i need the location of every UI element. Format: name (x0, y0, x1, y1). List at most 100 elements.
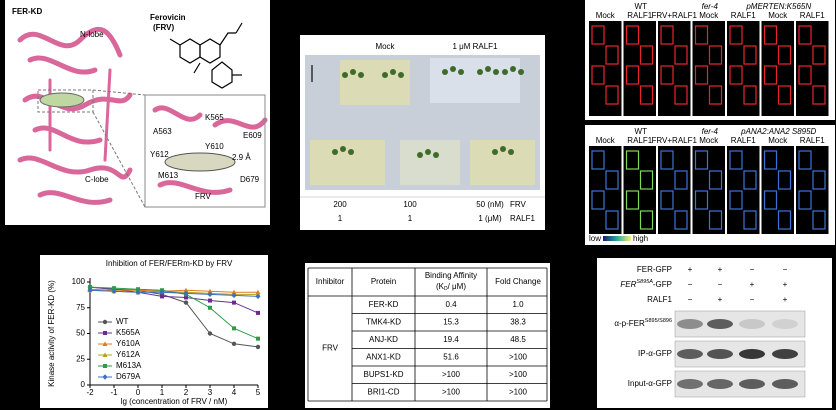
residue-label: D679 (240, 175, 260, 184)
panel-chart (40, 255, 268, 408)
band (677, 349, 703, 359)
marker (102, 319, 108, 325)
table-cell: >100 (509, 387, 528, 396)
marker (103, 364, 107, 368)
marker (208, 305, 212, 310)
table-header-unit: (KD/ μM) (436, 282, 466, 292)
seedling (502, 69, 508, 75)
cell-outline (674, 45, 688, 65)
residue-label: K565 (205, 113, 224, 122)
table-cell: 15.3 (443, 317, 459, 326)
band (772, 319, 798, 329)
cell-outline (763, 65, 778, 85)
table-cell: >100 (442, 370, 461, 379)
cell-outline (674, 210, 688, 230)
table-cell: >100 (442, 387, 461, 396)
band (739, 349, 765, 359)
marker (183, 300, 189, 305)
legend-label: M613A (116, 361, 142, 370)
label: C-lobe (85, 175, 109, 184)
colorbar-label: high (633, 234, 648, 243)
marker (159, 289, 165, 295)
marker (183, 290, 189, 297)
seedling (493, 69, 499, 75)
cell-outline (729, 190, 743, 210)
micrograph (727, 21, 760, 116)
marker (255, 344, 261, 350)
seedling (390, 69, 396, 75)
cell-outline (812, 45, 826, 65)
y-axis-label: Kinase activity of FER-KD (%) (47, 280, 56, 387)
table-cell: 51.6 (443, 352, 459, 361)
cell-outline (660, 25, 674, 45)
legend-label: WT (116, 317, 129, 326)
x-tick-label: 5 (256, 388, 261, 397)
cell-outline (743, 45, 757, 65)
micrograph (692, 146, 725, 234)
column-label: RALF1 (800, 11, 825, 20)
marker (103, 331, 107, 335)
unit-sub: D (444, 286, 448, 292)
table-cell: FRV (322, 344, 339, 353)
cell-outline (798, 150, 812, 170)
cell-outline (694, 65, 709, 85)
cell-outline (639, 170, 654, 190)
sign: + (718, 265, 723, 274)
seedling (342, 72, 348, 78)
group-label: fer-4 (702, 127, 719, 136)
colorbar (603, 236, 631, 241)
chemical-structure (169, 22, 243, 89)
column-label: RALF1 (627, 136, 652, 145)
micrograph (658, 21, 691, 116)
cell-outline (674, 170, 688, 190)
zoom-box (37, 89, 94, 113)
sign: − (783, 265, 788, 274)
marker (256, 310, 260, 315)
residue-label: A563 (153, 127, 172, 136)
row-value: 1 (408, 214, 413, 223)
chart-title: Inhibition of FER/FERm-KD by FRV (106, 259, 233, 268)
unit-part: / μM) (448, 282, 467, 291)
seedling (510, 66, 516, 72)
sign: − (750, 295, 755, 304)
cell-outline (660, 65, 674, 85)
column-label: RALF1 (731, 11, 756, 20)
seedling (417, 152, 423, 158)
series-line (89, 286, 259, 340)
residue-label: Y610 (205, 142, 224, 151)
table-cell: >100 (509, 352, 528, 361)
cell-outline (708, 210, 723, 230)
column-label: RALF1 (627, 11, 652, 20)
label-part: Input-α-GFP (628, 379, 672, 388)
marker (208, 298, 212, 303)
label-sup: S895/S896 (645, 318, 672, 324)
cell-outline (729, 25, 743, 45)
table-cell: BUPS1-KD (363, 370, 403, 379)
marker (136, 287, 140, 292)
marker (135, 289, 141, 295)
band-label: Input-α-GFP (628, 379, 672, 388)
cell-outline (743, 170, 757, 190)
column-label: FRV+RALF1 (652, 11, 698, 20)
y-tick-label: 50 (76, 329, 85, 338)
cell-outline (729, 150, 743, 170)
cell-outline (812, 85, 826, 105)
column-label: Mock (699, 136, 719, 145)
marker (255, 293, 261, 300)
compound-name: Ferovicin (150, 13, 186, 22)
table-cell: ANX1-KD (366, 352, 401, 361)
micrograph (692, 21, 725, 116)
column-label: RALF1 (731, 136, 756, 145)
cell-outline (605, 210, 619, 230)
sign: − (750, 265, 755, 274)
sign: + (783, 295, 788, 304)
table-cell: 38.3 (510, 317, 526, 326)
cell-outline (605, 85, 619, 105)
series-line (89, 289, 259, 297)
x-tick-label: -1 (110, 388, 118, 397)
column-label: FRV+RALF1 (652, 136, 698, 145)
cell-outline (660, 190, 674, 210)
seedling (350, 69, 356, 75)
cell-outline (694, 190, 709, 210)
column-label: Mock (596, 11, 616, 20)
